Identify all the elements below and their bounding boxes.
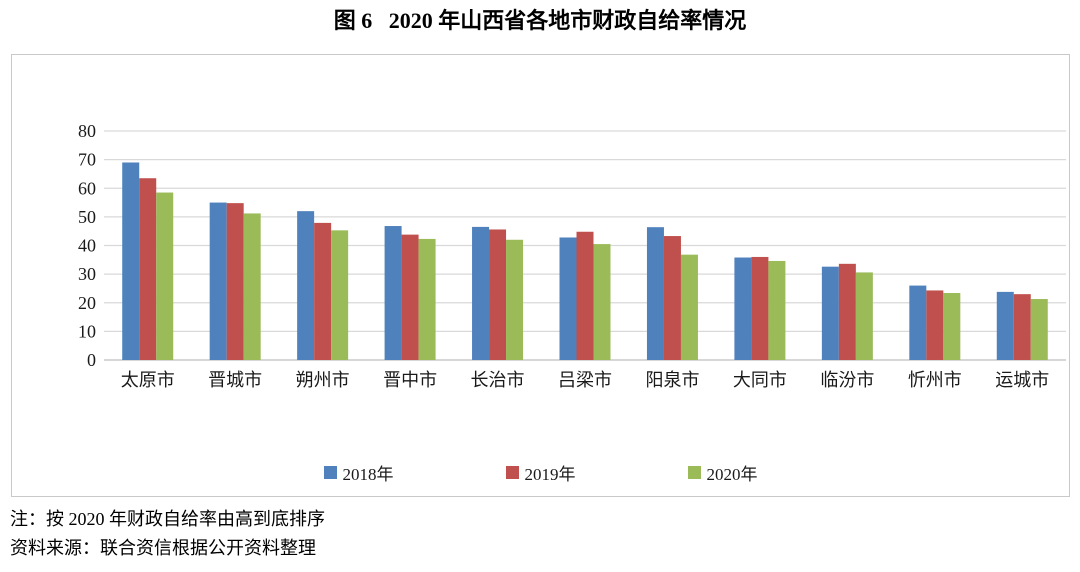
legend-item-2019年: 2019年 xyxy=(505,460,576,485)
bar-2018年-晋城市 xyxy=(209,202,227,360)
bar-2019年-吕梁市 xyxy=(576,231,594,360)
legend-label: 2018年 xyxy=(342,465,394,484)
legend-item-2020年: 2020年 xyxy=(687,460,758,485)
bar-2020年-晋城市 xyxy=(243,213,261,360)
legend-swatch-icon xyxy=(505,466,519,479)
bar-2018年-忻州市 xyxy=(909,285,927,360)
bar-2018年-临汾市 xyxy=(821,266,839,360)
bar-2018年-吕梁市 xyxy=(559,237,577,360)
y-axis-tick-label: 40 xyxy=(78,236,96,256)
bar-2019年-晋城市 xyxy=(226,203,244,360)
bar-2018年-晋中市 xyxy=(384,226,402,360)
x-axis-category-label: 朔州市 xyxy=(296,370,350,390)
legend-label: 2019年 xyxy=(524,465,576,484)
bar-2018年-阳泉市 xyxy=(646,227,664,360)
x-axis-category-label: 晋中市 xyxy=(383,370,437,390)
note-source: 资料来源：联合资信根据公开资料整理 xyxy=(10,538,316,558)
bar-2020年-大同市 xyxy=(768,260,786,360)
bar-2019年-长治市 xyxy=(489,229,507,360)
y-axis-tick-label: 0 xyxy=(87,350,96,370)
bar-2019年-晋中市 xyxy=(401,234,419,360)
bar-2020年-阳泉市 xyxy=(680,254,698,360)
note-sort-order: 注：按 2020 年财政自给率由高到底排序 xyxy=(10,509,325,529)
x-axis-category-label: 阳泉市 xyxy=(645,370,699,390)
legend-swatch-icon xyxy=(323,466,337,479)
bar-2020年-长治市 xyxy=(506,239,524,360)
x-axis-category-label: 大同市 xyxy=(733,370,787,390)
bar-2020年-吕梁市 xyxy=(593,244,611,360)
bar-2019年-临汾市 xyxy=(838,263,856,360)
bar-2019年-朔州市 xyxy=(314,222,332,360)
x-axis-category-label: 运城市 xyxy=(995,370,1049,390)
bar-2018年-朔州市 xyxy=(297,211,315,360)
bar-2020年-运城市 xyxy=(1030,299,1048,360)
bar-2020年-朔州市 xyxy=(331,230,349,360)
bar-2019年-阳泉市 xyxy=(663,236,681,360)
y-axis-tick-label: 70 xyxy=(78,150,96,170)
x-axis-category-label: 吕梁市 xyxy=(558,370,612,390)
bar-2018年-长治市 xyxy=(472,226,490,360)
legend-label: 2020年 xyxy=(706,465,758,484)
x-axis-category-label: 太原市 xyxy=(121,370,175,390)
bar-2018年-太原市 xyxy=(122,162,140,360)
bar-2020年-忻州市 xyxy=(943,293,961,360)
y-axis-tick-label: 10 xyxy=(78,321,96,341)
x-axis-category-label: 长治市 xyxy=(471,370,525,390)
chart-title: 图 6 2020 年山西省各地市财政自给率情况 xyxy=(333,8,747,33)
y-axis-tick-label: 20 xyxy=(78,293,96,313)
bar-2019年-运城市 xyxy=(1013,294,1031,360)
chart-frame: 0 10 20 30 40 50 60 70 80 太原市 晋城市 朔州市 晋中市 长治市 吕梁市 阳泉市 大同… xyxy=(11,54,1070,497)
bar-2020年-临汾市 xyxy=(855,272,873,360)
chart-legend: 2018年 2019年 2020年 xyxy=(12,460,1069,485)
x-axis-category-label: 临汾市 xyxy=(820,370,874,390)
legend-item-2018年: 2018年 xyxy=(323,460,394,485)
bar-2018年-运城市 xyxy=(996,291,1014,360)
y-axis-tick-label: 30 xyxy=(78,264,96,284)
bar-2019年-忻州市 xyxy=(926,290,944,360)
x-axis-category-label: 晋城市 xyxy=(208,370,262,390)
y-axis-tick-label: 60 xyxy=(78,178,96,198)
bar-2019年-太原市 xyxy=(139,178,157,360)
y-axis-tick-label: 80 xyxy=(78,121,96,141)
bar-chart-svg: 0 10 20 30 40 50 60 70 80 太原市 晋城市 朔州市 晋中市 长治市 吕梁市 阳泉市 大同… xyxy=(78,121,1066,390)
x-axis-category-label: 忻州市 xyxy=(908,370,962,390)
bar-2018年-大同市 xyxy=(734,257,752,360)
bar-2020年-晋中市 xyxy=(418,238,436,360)
y-axis-tick-label: 50 xyxy=(78,207,96,227)
bar-2020年-太原市 xyxy=(156,192,174,360)
bar-2019年-大同市 xyxy=(751,256,769,360)
legend-swatch-icon xyxy=(687,466,701,479)
footnotes: 注：按 2020 年财政自给率由高到底排序 资料来源：联合资信根据公开资料整理 xyxy=(10,505,325,563)
